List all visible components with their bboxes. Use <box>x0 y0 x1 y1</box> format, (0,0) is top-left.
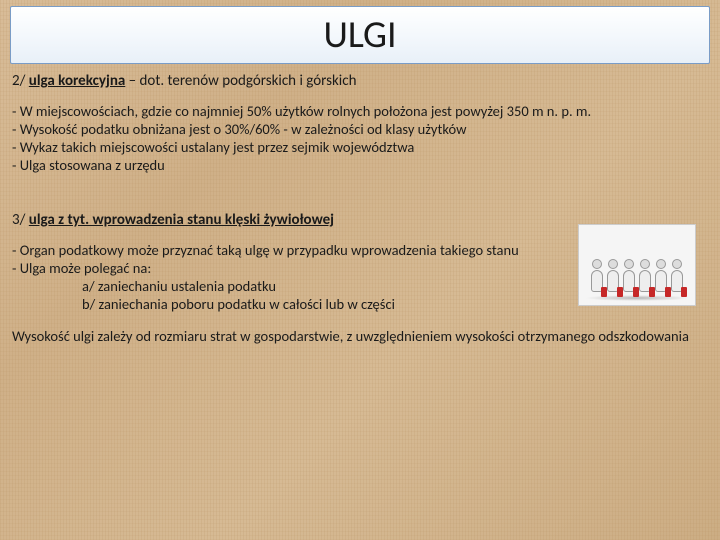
slide-title: ULGI <box>323 12 396 58</box>
section-3-underline: ulga z tyt. wprowadzenia stanu klęski ży… <box>29 211 334 229</box>
person-icon <box>670 259 684 299</box>
section-2-number: 2/ <box>12 72 29 90</box>
content-area: 2/ ulga korekcyjna – dot. terenów podgór… <box>12 72 708 530</box>
person-icon <box>606 259 620 299</box>
block1-line2: - Wysokość podatku obniżana jest o 30%/6… <box>12 120 708 138</box>
section-3-number: 3/ <box>12 211 29 229</box>
person-icon <box>654 259 668 299</box>
block1-line3: - Wykaz takich miejscowości ustalany jes… <box>12 138 708 156</box>
block1-line4: - Ulga stosowana z urzędu <box>12 156 708 174</box>
slide: ULGI 2/ ulga korekcyjna – dot. terenów p… <box>0 0 720 540</box>
section-2-underline: ulga korekcyjna <box>29 72 125 90</box>
block1-line1: - W miejscowościach, gdzie co najmniej 5… <box>12 102 708 120</box>
person-icon <box>638 259 652 299</box>
title-box: ULGI <box>10 6 710 64</box>
block-1: - W miejscowościach, gdzie co najmniej 5… <box>12 102 708 175</box>
footer-text: Wysokość ulgi zależy od rozmiaru strat w… <box>12 327 708 345</box>
section-2-heading: 2/ ulga korekcyjna – dot. terenów podgór… <box>12 72 708 90</box>
person-icon <box>590 259 604 299</box>
section-2-rest: – dot. terenów podgórskich i górskich <box>125 72 356 90</box>
clipart-image <box>578 224 696 306</box>
person-icon <box>622 259 636 299</box>
